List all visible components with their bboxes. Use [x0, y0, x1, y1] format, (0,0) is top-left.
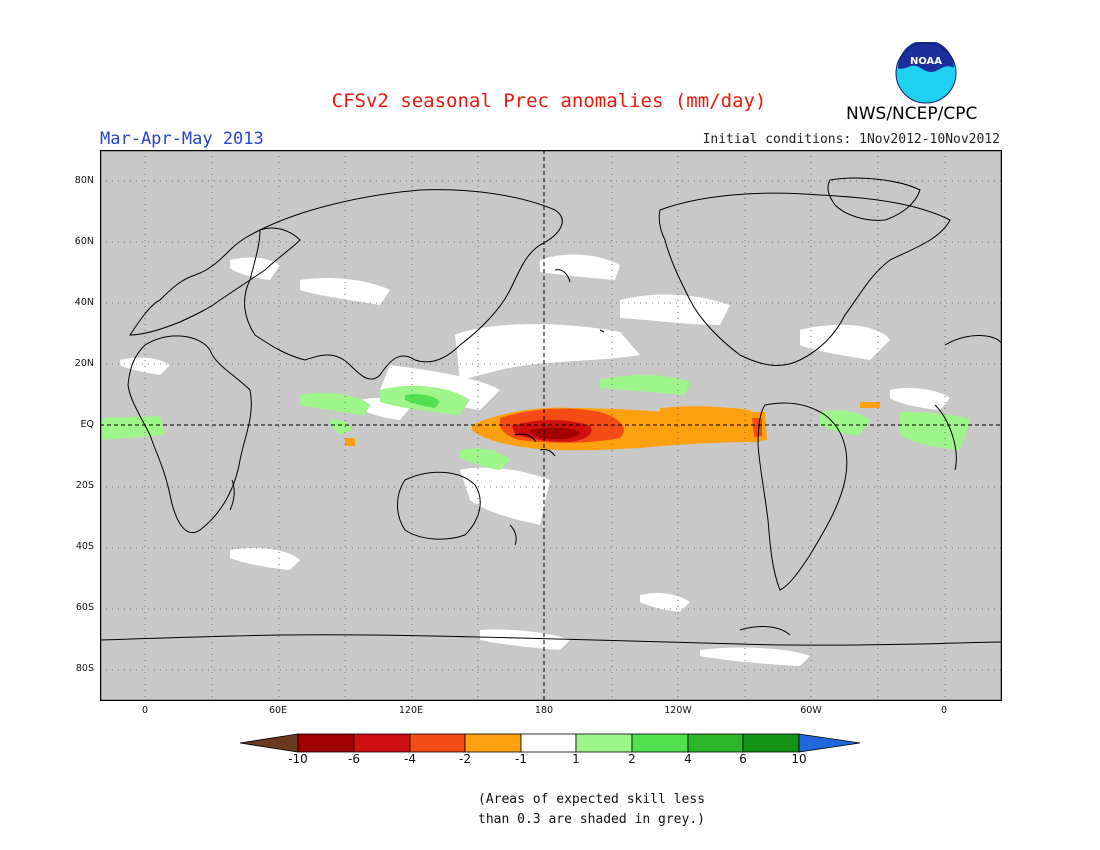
lon-label: 180: [534, 705, 554, 716]
legend-tick-label: -10: [288, 752, 308, 766]
initial-conditions-label: Initial conditions: 1Nov2012-10Nov2012: [702, 132, 1000, 147]
legend-swatch: [631, 733, 689, 753]
legend-tick-label: 1: [572, 752, 580, 766]
legend-swatch: [353, 733, 411, 753]
agency-label: NWS/NCEP/CPC: [846, 104, 978, 124]
legend-swatches: [240, 733, 861, 753]
lat-label: 60N: [74, 236, 94, 247]
lat-label: 60S: [75, 602, 94, 613]
logo-text: NOAA: [910, 56, 942, 67]
skill-footnote: (Areas of expected skill less than 0.3 a…: [478, 790, 705, 830]
lat-label: 20S: [75, 480, 94, 491]
lon-label: 120W: [664, 705, 692, 716]
legend-swatch: [240, 733, 299, 753]
legend-swatch: [520, 733, 577, 753]
legend-tick-label: -4: [404, 752, 416, 766]
lat-label: 80S: [75, 663, 94, 674]
legend-swatch: [464, 733, 522, 753]
lon-label: 60E: [268, 705, 288, 716]
legend-tick-label: 10: [791, 752, 807, 766]
legend-tick-label: -2: [459, 752, 471, 766]
footnote-line: (Areas of expected skill less: [478, 792, 705, 807]
lat-gridlines: [100, 180, 1002, 671]
legend-tick-label: 6: [739, 752, 747, 766]
footnote-line: than 0.3 are shaded in grey.): [478, 812, 705, 827]
lon-label: 0: [940, 705, 948, 716]
noaa-logo: NOAA: [895, 42, 957, 104]
lat-label: EQ: [80, 419, 94, 430]
legend-swatch: [575, 733, 633, 753]
legend-swatch: [297, 733, 355, 753]
anomaly-map: [100, 150, 1002, 701]
lon-label: 60W: [800, 705, 822, 716]
color-legend: [240, 733, 861, 753]
legend-tick-label: 4: [684, 752, 692, 766]
lon-label: 0: [141, 705, 149, 716]
map-title: CFSv2 seasonal Prec anomalies (mm/day): [331, 90, 767, 112]
period-label: Mar-Apr-May 2013: [100, 129, 264, 149]
legend-tick-label: -1: [515, 752, 527, 766]
map-frame: [100, 150, 1002, 701]
legend-swatch: [798, 733, 861, 753]
legend-swatch: [742, 733, 800, 753]
lat-label: 40S: [75, 541, 94, 552]
legend-swatch: [687, 733, 744, 753]
coastlines: [100, 177, 1002, 646]
legend-tick-label: 2: [628, 752, 636, 766]
lat-label: 80N: [74, 175, 94, 186]
lat-label: 20N: [74, 358, 94, 369]
legend-tick-label: -6: [348, 752, 360, 766]
legend-swatch: [409, 733, 466, 753]
lon-label: 120E: [398, 705, 424, 716]
lat-label: 40N: [74, 297, 94, 308]
wet-anomalies: [100, 374, 970, 470]
